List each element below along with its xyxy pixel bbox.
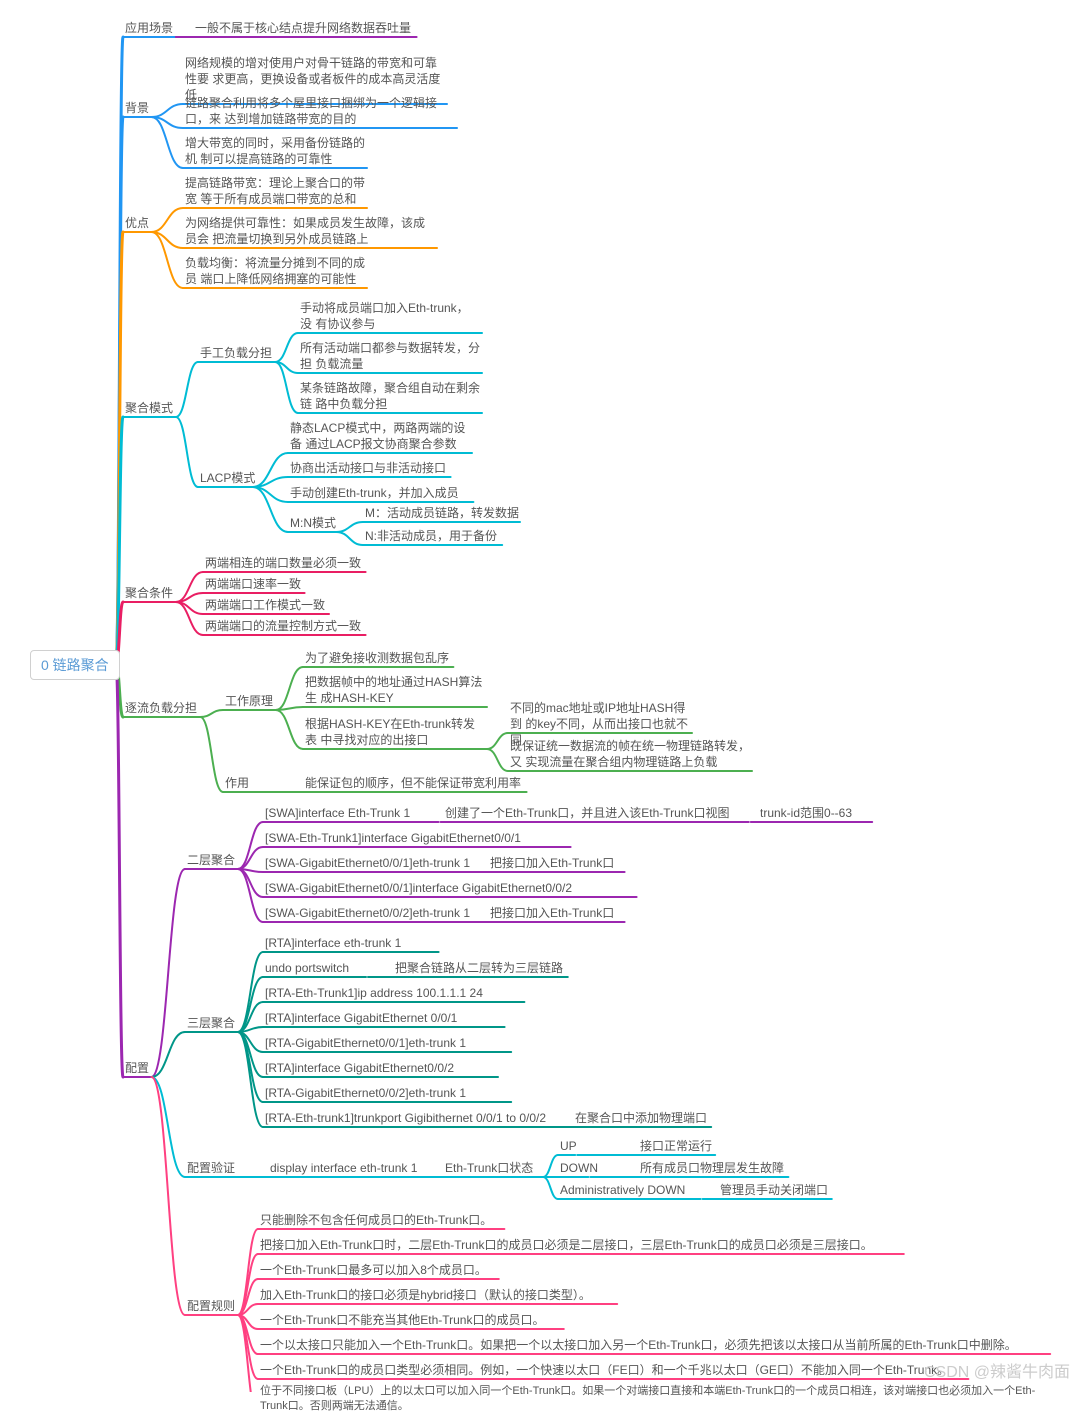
watermark: CSDN @辣酱牛肉面 bbox=[924, 1358, 1070, 1382]
